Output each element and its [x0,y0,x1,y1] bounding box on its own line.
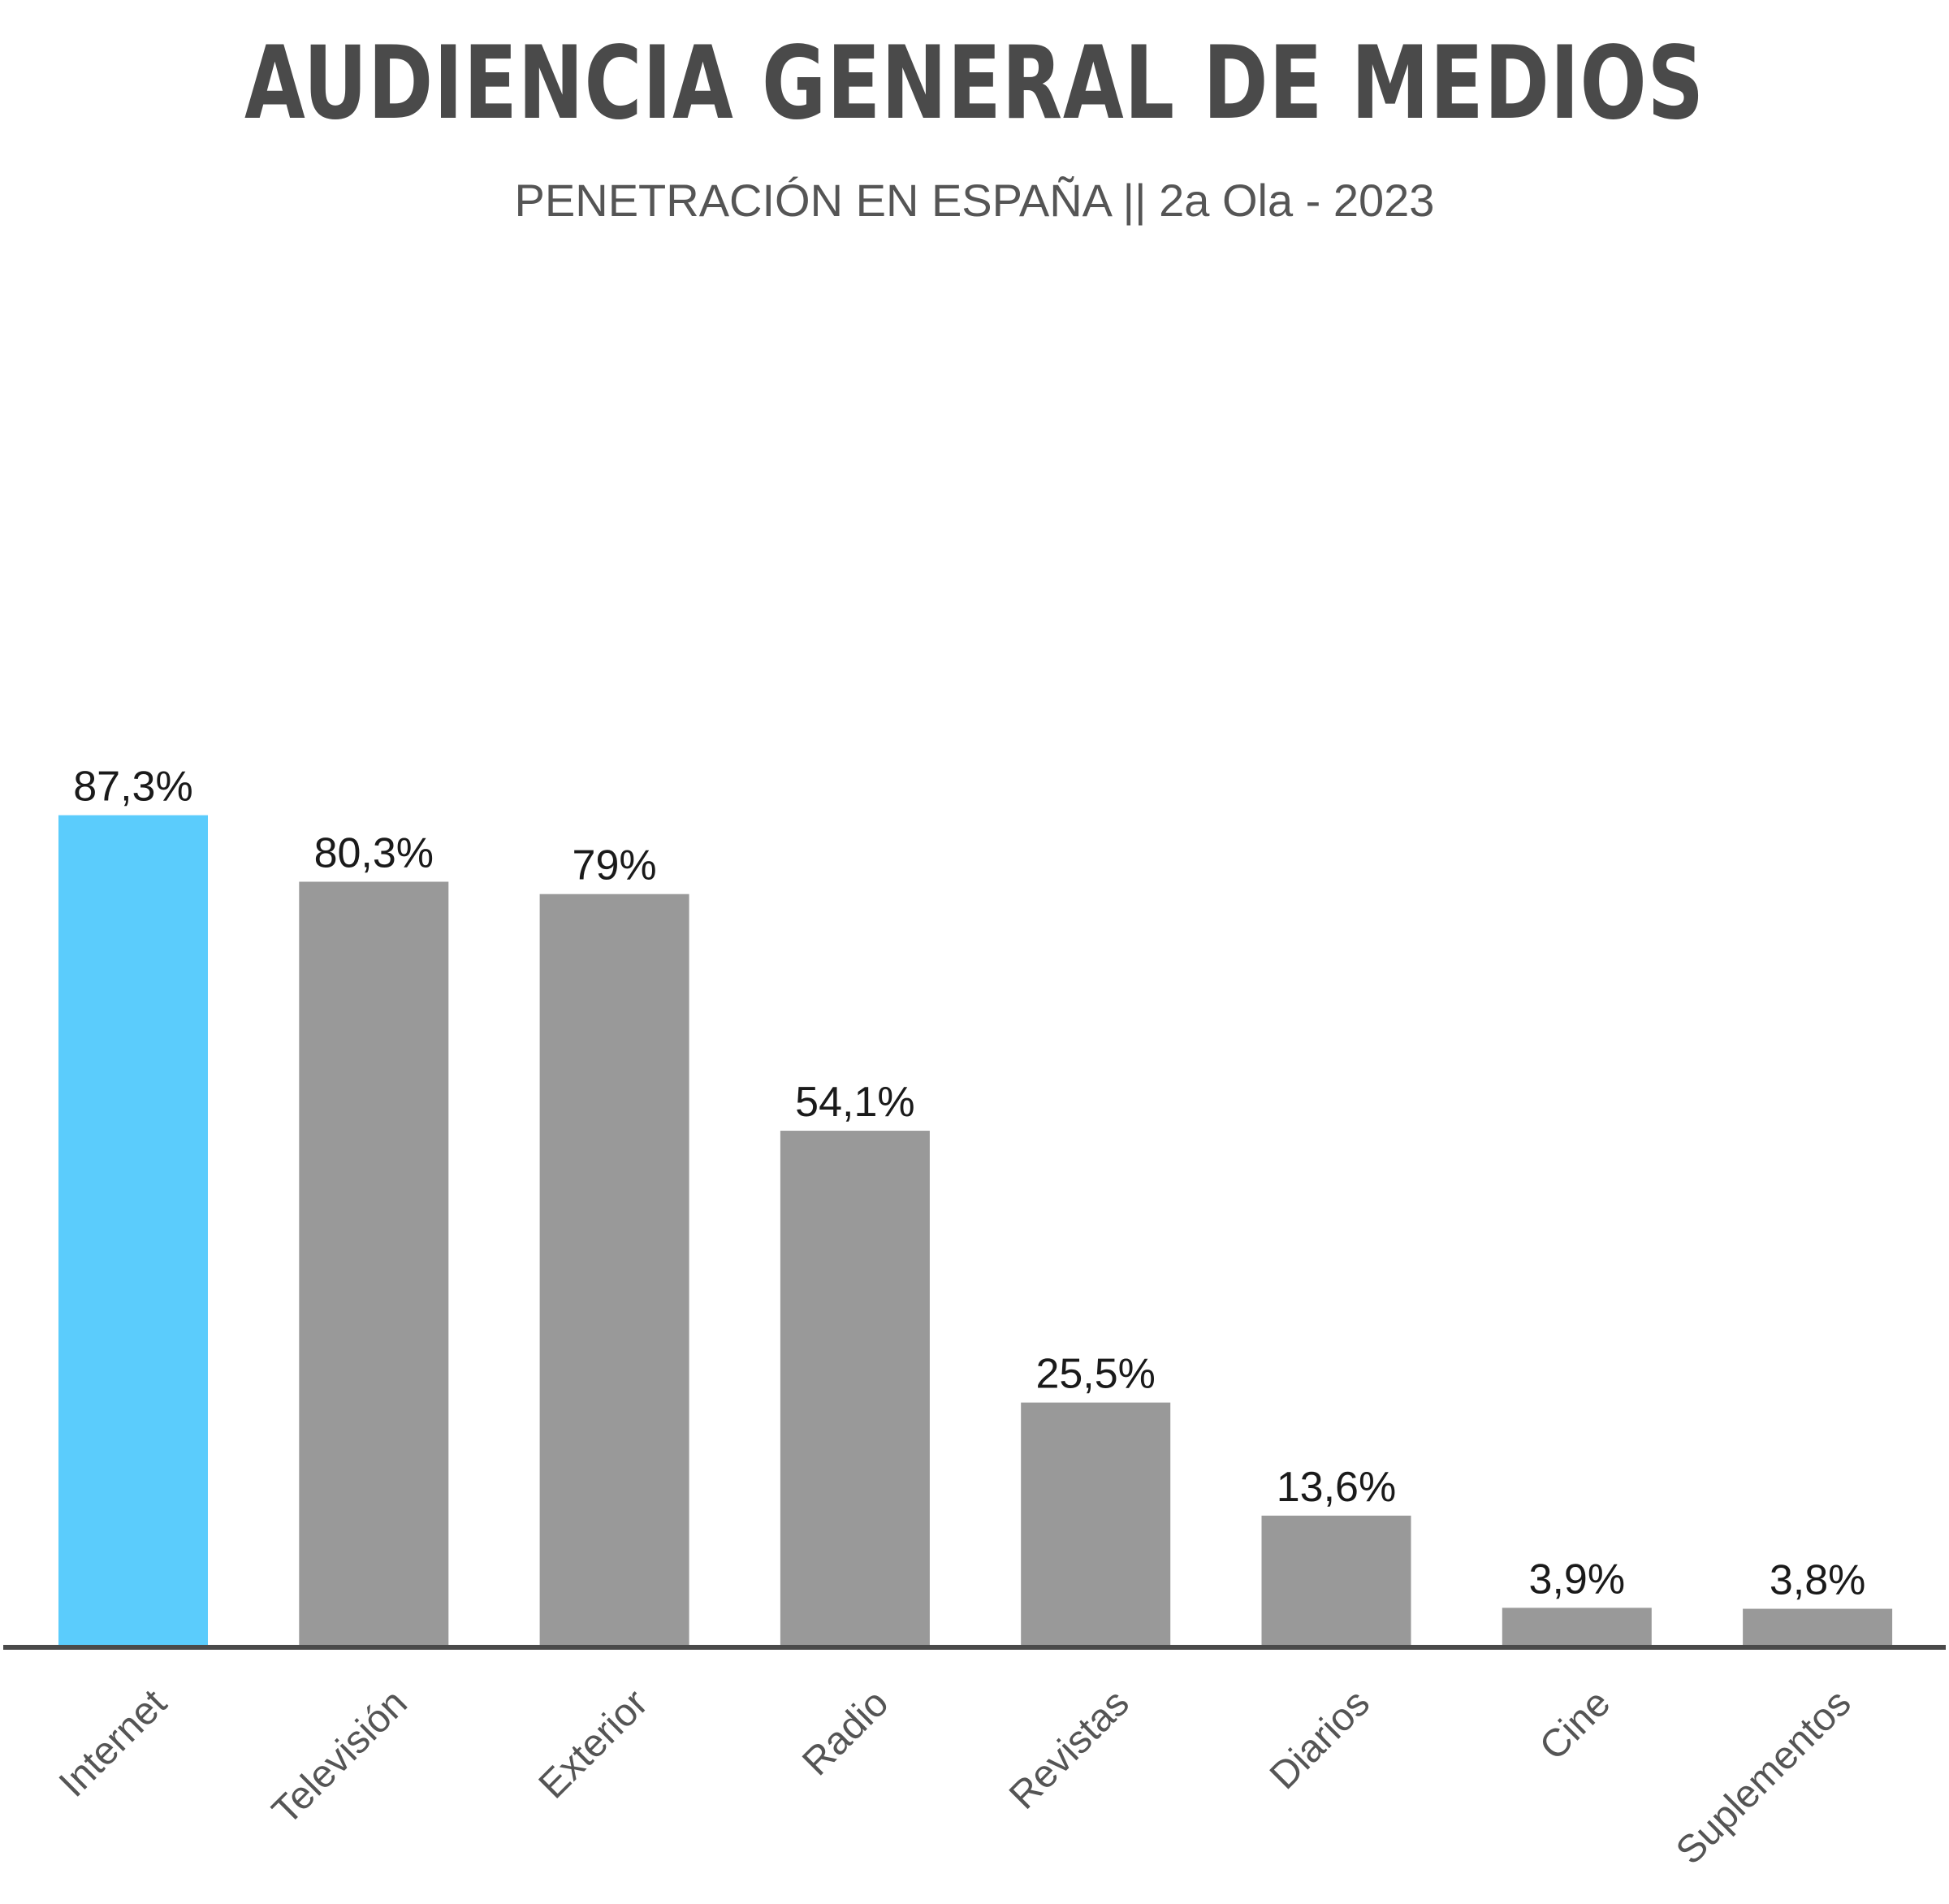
bars-layer [58,815,1893,1645]
bar-cine [1502,1608,1652,1645]
bar-exterior [539,894,689,1645]
chart-subtitle: PENETRACIÓN EN ESPAÑA || 2a Ola - 2023 [514,175,1435,226]
bar-suplementos [1743,1608,1893,1645]
bar-revistas [1021,1402,1171,1645]
value-label-television: 80,3% [314,829,434,876]
category-label-television: Televisión [264,1681,416,1833]
category-labels-layer: Internet Televisión Exterior Radio Revistas D… [51,1681,1860,1873]
value-label-radio: 54,1% [795,1079,914,1126]
category-label-internet: Internet [51,1681,175,1806]
bar-radio [780,1131,930,1645]
category-label-revistas: Revistas [1001,1681,1138,1818]
value-label-internet: 87,3% [73,764,192,811]
bar-internet [58,815,208,1645]
value-label-exterior: 79% [573,842,657,889]
value-label-cine: 3,9% [1529,1556,1626,1603]
value-label-diarios: 13,6% [1277,1464,1396,1511]
category-label-suplementos: Suplementos [1668,1681,1860,1873]
bar-diarios [1261,1515,1411,1645]
value-label-revistas: 25,5% [1035,1351,1155,1398]
category-label-exterior: Exterior [531,1681,656,1807]
category-label-diarios: Diarios [1262,1681,1378,1798]
category-label-cine: Cine [1532,1681,1618,1768]
chart-title: AUDIENCIA GENERAL DE MEDIOS [244,25,1705,142]
category-label-radio: Radio [794,1681,897,1784]
bar-television [299,881,449,1645]
value-label-suplementos: 3,8% [1770,1557,1866,1604]
value-labels-layer: 87,3% 80,3% 79% 54,1% 25,5% 13,6% 3,9% 3,8% [73,764,1865,1604]
